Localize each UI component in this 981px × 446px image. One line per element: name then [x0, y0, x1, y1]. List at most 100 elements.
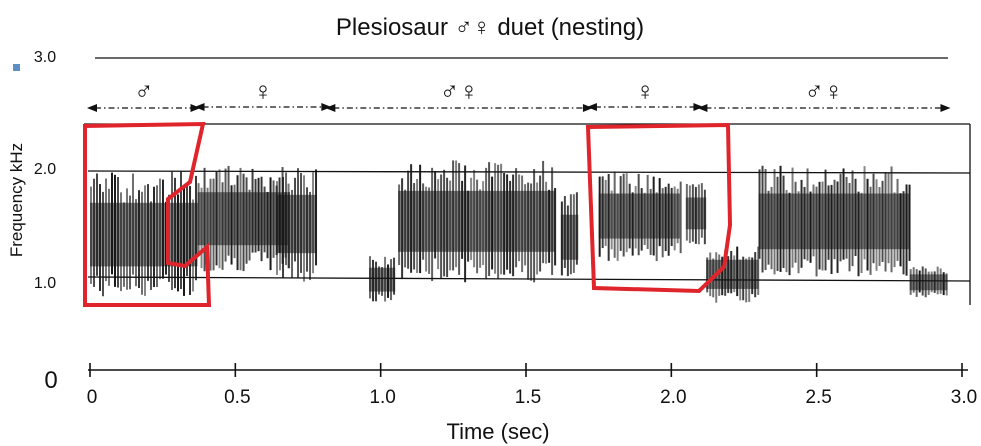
y-tick-label: 3.0	[34, 49, 56, 66]
call-streak	[233, 184, 236, 259]
call-streak	[902, 191, 905, 275]
call-blob	[369, 256, 396, 302]
call-blob	[758, 165, 911, 277]
call-streak	[836, 181, 839, 273]
call-streak	[818, 181, 821, 270]
call-streak	[851, 170, 854, 267]
call-streak	[455, 160, 458, 268]
call-streak	[443, 169, 446, 277]
call-streak	[497, 164, 500, 279]
call-streak	[685, 183, 688, 241]
y-tick-labels: 0 1.0 2.0 3.0	[34, 49, 58, 394]
gridline-2-0	[87, 170, 971, 174]
call-streak	[500, 163, 503, 275]
call-streak	[197, 183, 200, 254]
call-streak	[939, 268, 942, 294]
call-streak	[272, 180, 275, 258]
call-streak	[563, 196, 566, 268]
call-streak	[218, 169, 221, 269]
call-streak	[141, 191, 143, 295]
call-streak	[294, 177, 297, 262]
call-streak	[809, 191, 812, 263]
call-streak	[132, 173, 134, 275]
call-streak	[239, 167, 242, 271]
call-streak	[721, 256, 724, 296]
call-streak	[815, 186, 818, 277]
call-streak	[812, 184, 815, 257]
call-streak	[464, 165, 467, 283]
call-streak	[896, 178, 899, 261]
call-streak	[764, 169, 767, 271]
call-streak	[733, 255, 736, 293]
call-streak	[452, 160, 455, 271]
call-streak	[875, 179, 878, 271]
call-streak	[670, 187, 673, 247]
call-streak	[933, 271, 936, 293]
call-streak	[291, 189, 294, 279]
call-streak	[539, 175, 542, 272]
call-streak	[724, 250, 727, 296]
segment-arrow-right	[940, 104, 951, 112]
segment-label: ♀	[253, 76, 273, 106]
call-streak	[646, 174, 649, 249]
call-streak	[664, 186, 667, 252]
call-streak	[945, 273, 948, 296]
call-streak	[754, 252, 757, 298]
highlight-layer	[83, 121, 733, 307]
call-streak	[661, 188, 664, 258]
call-streak	[512, 174, 515, 277]
call-streak	[491, 176, 494, 270]
call-streak	[757, 246, 760, 295]
call-streak	[572, 194, 575, 273]
call-blob	[398, 160, 557, 283]
call-streak	[821, 181, 824, 271]
call-streak	[927, 271, 930, 295]
call-streak	[315, 169, 318, 266]
call-streak	[706, 257, 709, 293]
segment-arrow-right	[693, 103, 704, 111]
call-streak	[248, 189, 251, 261]
call-streak	[739, 259, 742, 301]
call-streak	[407, 170, 410, 269]
call-blob	[90, 171, 198, 297]
call-streak	[881, 180, 884, 262]
call-streak	[634, 185, 637, 249]
call-streak	[449, 180, 452, 271]
x-tick-label: 0	[87, 387, 98, 408]
x-tick-label: 2.5	[805, 387, 831, 408]
segment-label: ♂	[134, 76, 154, 106]
call-streak	[276, 181, 279, 275]
call-streak	[503, 172, 506, 275]
segment-arrow-right	[190, 104, 201, 112]
call-streak	[915, 269, 918, 297]
call-streak	[827, 185, 830, 260]
segment-arrow-right	[582, 104, 593, 112]
call-streak	[488, 162, 491, 277]
call-streak	[515, 168, 518, 268]
call-streak	[260, 176, 263, 262]
call-streak	[655, 192, 658, 262]
call-streak	[269, 177, 272, 271]
call-streak	[776, 176, 779, 271]
call-streak	[306, 187, 309, 272]
call-streak	[676, 188, 679, 244]
call-streak	[628, 183, 631, 249]
call-streak	[857, 191, 860, 277]
call-streak	[785, 190, 788, 273]
call-streak	[381, 267, 384, 296]
call-streak	[649, 188, 652, 255]
call-streak	[521, 175, 524, 273]
call-streak	[598, 176, 601, 257]
call-streak	[604, 179, 607, 246]
call-streak	[96, 173, 98, 276]
highlight-region-1	[83, 121, 212, 307]
call-streak	[375, 261, 378, 302]
call-blob	[685, 183, 707, 245]
call-streak	[560, 201, 563, 276]
call-streak	[869, 186, 872, 275]
call-streak	[545, 181, 548, 264]
call-streak	[117, 177, 119, 288]
call-streak	[936, 266, 939, 295]
call-streak	[848, 183, 851, 272]
corner-marker	[13, 64, 20, 71]
